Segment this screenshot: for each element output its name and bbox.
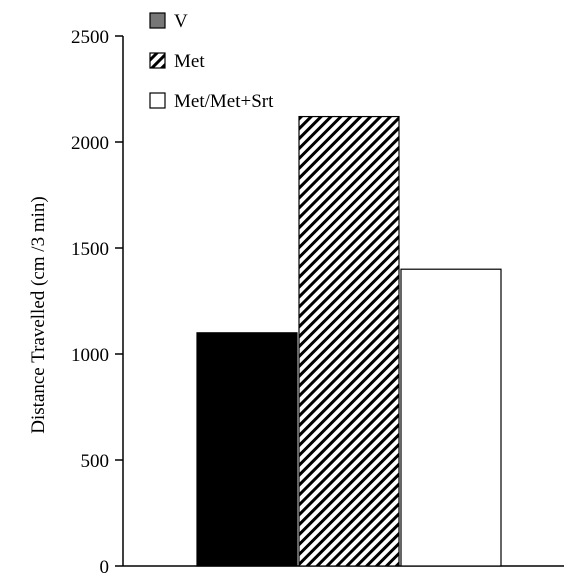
legend-label: Met/Met+Srt xyxy=(174,91,274,112)
legend: V Met Met/Met+Srt xyxy=(149,11,274,112)
bars xyxy=(196,115,502,567)
y-tick-label: 1000 xyxy=(71,345,109,366)
legend-swatch xyxy=(149,92,166,109)
bar-v xyxy=(196,332,298,567)
bar-met xyxy=(298,115,400,567)
bar-met-met-srt xyxy=(400,268,502,567)
legend-swatch xyxy=(149,12,166,29)
y-tick-label: 2000 xyxy=(71,133,109,154)
legend-label: Met xyxy=(174,51,205,72)
y-tick-label: 1500 xyxy=(71,239,109,260)
legend-label: V xyxy=(174,11,188,32)
y-tick-label: 500 xyxy=(81,451,110,472)
y-tick-label: 0 xyxy=(100,557,110,576)
y-axis-label: Distance Travelled (cm /3 min) xyxy=(28,196,49,433)
legend-swatch xyxy=(149,52,166,69)
y-tick-label: 2500 xyxy=(71,27,109,48)
axes: 0 500 1000 1500 2000 2500 xyxy=(71,27,564,578)
